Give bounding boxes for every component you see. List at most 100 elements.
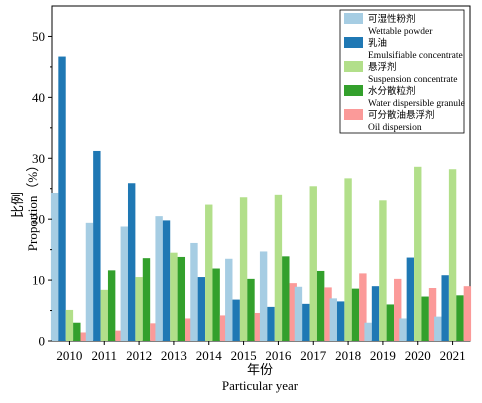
bar-2019-series-3 [386,304,395,341]
bar-2017-series-1 [302,303,310,341]
legend-swatch-0 [344,13,363,24]
bar-2021-series-1 [441,275,449,341]
bar-2018-series-3 [351,288,360,341]
bar-2021-series-3 [456,295,464,341]
bar-2014-series-0 [190,242,198,341]
bar-2012-series-0 [120,226,128,341]
x-tick-label: 2019 [370,348,396,363]
bar-2011-series-4 [115,330,123,341]
x-tick-label: 2011 [91,348,117,363]
y-axis-label-cn: 比例 [10,192,25,218]
bar-2010-series-2 [65,309,74,341]
x-axis-label-en: Particular year [222,378,299,393]
bar-2019-series-0 [364,322,372,341]
bar-2018-series-4 [359,273,367,341]
bar-2013-series-0 [155,216,163,341]
bar-2012-series-2 [135,277,143,341]
bar-2020-series-1 [406,257,415,341]
bar-2019-series-1 [371,286,380,341]
bar-2019-series-4 [394,278,402,341]
bar-2013-series-2 [170,252,178,341]
bar-2014-series-3 [212,268,220,341]
bar-2012-series-4 [150,323,158,341]
x-tick-label: 2018 [335,348,361,363]
x-tick-label: 2014 [196,348,223,363]
y-tick-label: 40 [32,90,45,105]
bar-2015-series-3 [247,278,255,341]
bar-2017-series-0 [294,286,303,341]
bar-2019-series-2 [379,200,387,341]
x-tick-label: 2017 [300,348,327,363]
legend-label-cn-2: 悬浮剂 [368,61,397,73]
y-tick-label: 10 [32,273,45,288]
bar-2013-series-4 [185,318,193,341]
bar-2016-series-1 [267,306,275,341]
legend-swatch-3 [344,85,363,96]
bar-2014-series-4 [219,315,228,341]
y-axis-label-en: Proportion（%） [25,159,40,251]
legend-label-cn-3: 水分散粒剂 [368,85,416,97]
legend-label-cn-4: 可分散油悬浮剂 [368,109,435,121]
bar-2016-series-2 [274,194,283,341]
y-tick-label: 0 [39,334,46,349]
bar-2010-series-4 [80,332,88,341]
bar-2012-series-1 [127,183,136,341]
bar-2016-series-4 [289,283,297,341]
bar-2016-series-0 [259,251,268,341]
bar-2020-series-4 [428,288,437,341]
bars-group [50,56,472,342]
bar-2011-series-2 [100,289,108,341]
axes-group: 0 10 20 30 40 50 2010 2011 2012 2013 2014 2015 2016 2… [32,29,466,363]
bar-2021-series-0 [434,316,442,341]
bar-2012-series-3 [142,258,151,341]
legend-label-en-0: Wettable powder [368,27,433,37]
bar-2013-series-1 [162,220,171,341]
bar-2021-series-4 [463,286,472,341]
bar-2011-series-1 [93,150,101,341]
bar-2017-series-2 [309,186,317,341]
y-tick-label: 30 [32,151,45,166]
x-tick-label: 2012 [126,348,152,363]
bar-2021-series-2 [448,169,457,341]
legend-swatch-4 [344,109,363,120]
x-tick-label: 2021 [440,348,466,363]
bar-2018-series-1 [336,301,345,341]
bar-2020-series-3 [421,296,429,341]
x-tick-label: 2016 [265,348,292,363]
x-tick-label: 2020 [405,348,431,363]
x-tick-label: 2010 [56,348,82,363]
bar-2013-series-3 [177,256,186,341]
legend-label-en-3: Water dispersible granule [368,99,465,109]
bar-2011-series-0 [85,222,94,341]
legend-swatch-1 [344,37,363,48]
y-tick-label: 50 [32,29,45,44]
legend-label-cn-0: 可湿性粉剂 [368,13,416,25]
legend-label-en-4: Oil dispersion [368,123,422,133]
bar-2016-series-3 [282,256,290,341]
bar-2014-series-2 [205,204,213,341]
bar-2020-series-2 [414,166,422,341]
bar-2010-series-1 [58,56,66,342]
legend-label-en-1: Emulsifiable concentrate [368,50,463,61]
y-tick-label: 20 [32,212,45,227]
x-tick-label: 2013 [161,348,187,363]
bar-2015-series-2 [239,197,248,341]
bar-2018-series-0 [329,298,337,341]
bar-2014-series-1 [197,277,206,341]
bar-2015-series-1 [232,299,240,341]
bar-2018-series-2 [344,178,352,341]
bar-2017-series-4 [324,287,332,341]
bar-2015-series-4 [254,312,263,341]
bar-2020-series-0 [399,318,407,341]
legend-label-en-2: Suspension concentrate [368,75,457,85]
legend-swatch-2 [344,61,363,72]
bar-2011-series-3 [107,270,116,341]
x-axis-label-cn: 年份 [247,362,273,377]
bar-2017-series-3 [316,270,325,341]
legend-label-cn-1: 乳油 [368,37,387,49]
bar-2015-series-0 [225,258,233,341]
x-tick-label: 2015 [231,348,257,363]
bar-2010-series-0 [50,192,59,341]
